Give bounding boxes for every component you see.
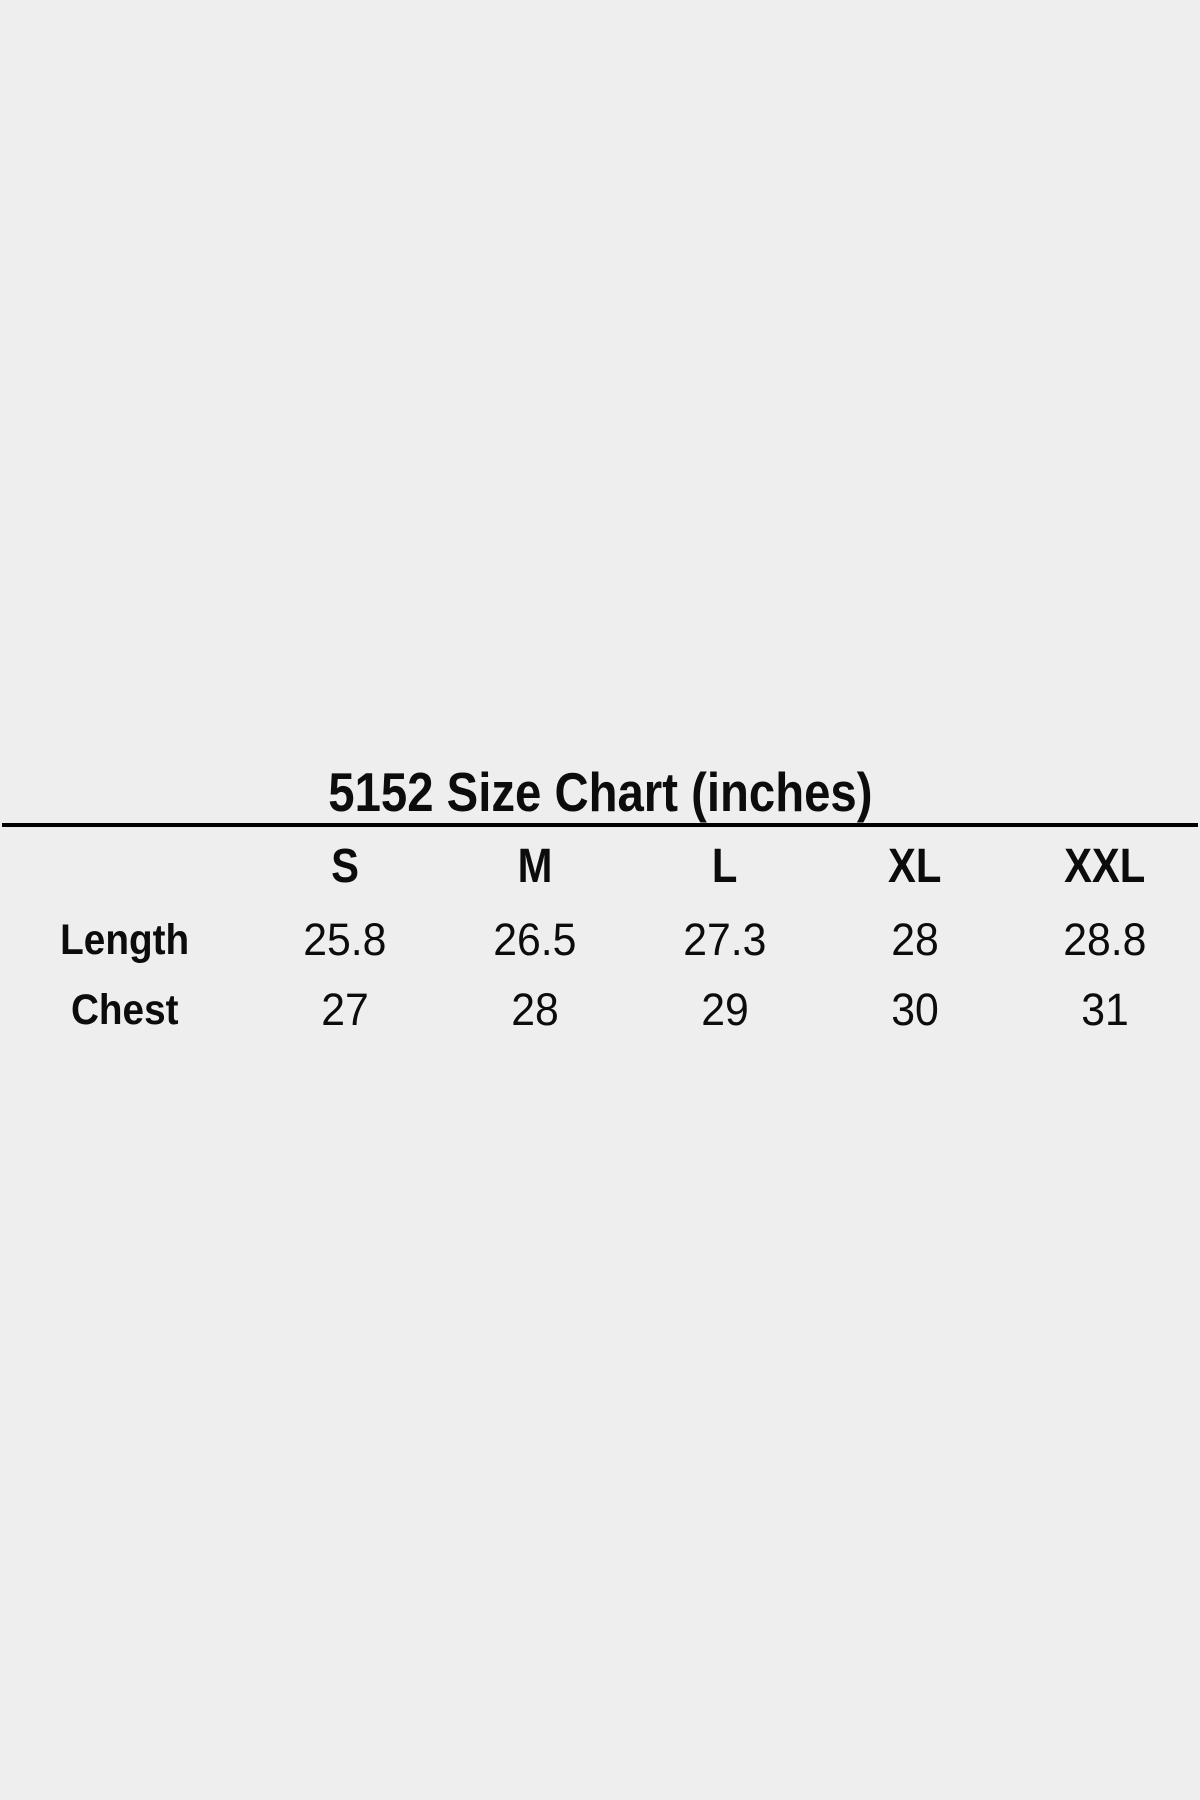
column-header-xxl: XXL (1064, 839, 1146, 893)
size-chart-title-row: 5152 Size Chart (inches) (0, 760, 1200, 823)
table-cell-length-xxl: 28.8 (1063, 914, 1147, 965)
header-spacer-cell (0, 827, 250, 905)
title-divider-rule (2, 823, 1198, 827)
table-cell-chest-xl: 30 (891, 984, 939, 1035)
size-header-row: S M L XL XXL (0, 827, 1200, 905)
table-row-length: Length 25.8 26.5 27.3 28 28.8 (0, 905, 1200, 975)
row-label-chest: Chest (71, 985, 179, 1034)
column-header-l: L (712, 839, 738, 893)
size-chart: 5152 Size Chart (inches) S M L XL XXL Le… (0, 760, 1200, 1045)
row-label-length: Length (60, 915, 190, 964)
table-cell-chest-s: 27 (321, 984, 369, 1035)
table-cell-chest-m: 28 (511, 984, 559, 1035)
table-row-chest: Chest 27 28 29 30 31 (0, 975, 1200, 1045)
table-cell-length-l: 27.3 (683, 914, 767, 965)
table-cell-chest-l: 29 (701, 984, 749, 1035)
column-header-m: M (517, 839, 553, 893)
table-cell-length-xl: 28 (891, 914, 939, 965)
table-cell-length-s: 25.8 (303, 914, 387, 965)
column-header-s: S (331, 839, 359, 893)
table-cell-chest-xxl: 31 (1081, 984, 1129, 1035)
table-cell-length-m: 26.5 (493, 914, 577, 965)
column-header-xl: XL (888, 839, 942, 893)
size-chart-title: 5152 Size Chart (inches) (327, 760, 873, 823)
